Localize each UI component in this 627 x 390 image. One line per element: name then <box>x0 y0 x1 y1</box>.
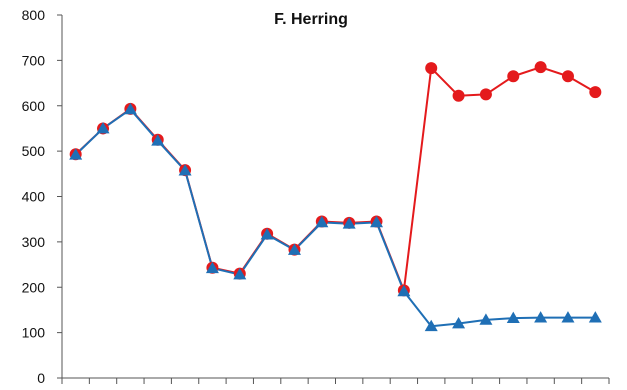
blue-point <box>342 217 356 229</box>
blue-point <box>561 311 575 323</box>
y-tick-label: 600 <box>22 98 46 114</box>
blue-point <box>424 319 438 332</box>
y-tick-label: 300 <box>22 234 46 250</box>
red-point <box>507 70 520 83</box>
series-markers <box>69 61 602 332</box>
y-tick-label: 0 <box>37 370 45 386</box>
blue-point <box>315 215 329 228</box>
red-series-line <box>74 66 596 292</box>
y-tick-label: 500 <box>22 143 46 159</box>
blue-point <box>260 228 274 240</box>
y-tick-label: 400 <box>22 189 46 205</box>
y-tick-label: 700 <box>22 52 46 68</box>
y-tick-label: 800 <box>22 7 46 23</box>
blue-point <box>452 317 466 329</box>
red-point <box>452 89 465 102</box>
blue-point <box>205 261 219 274</box>
blue-point <box>397 284 411 297</box>
y-tick-label: 100 <box>22 325 46 341</box>
chart-title: F. Herring <box>274 11 348 28</box>
blue-point <box>96 121 110 134</box>
blue-series-path <box>74 108 596 328</box>
red-point <box>479 88 492 101</box>
red-point <box>425 62 438 75</box>
blue-point <box>178 164 192 176</box>
blue-point <box>69 148 83 160</box>
y-tick-label: 200 <box>22 279 46 295</box>
blue-point <box>370 215 384 228</box>
blue-point <box>588 311 602 323</box>
blue-point <box>287 243 301 255</box>
red-series-path <box>74 66 596 292</box>
red-point <box>589 86 602 99</box>
blue-point <box>534 311 548 323</box>
axes: 0 100 200 300 400 500 600 700 800 <box>22 7 610 386</box>
blue-point <box>506 311 520 323</box>
blue-point <box>233 268 247 280</box>
red-point <box>534 61 547 74</box>
blue-point <box>151 134 165 146</box>
blue-point <box>123 102 137 115</box>
red-point <box>561 70 574 83</box>
blue-point <box>479 313 493 325</box>
blue-series-line <box>74 108 596 328</box>
